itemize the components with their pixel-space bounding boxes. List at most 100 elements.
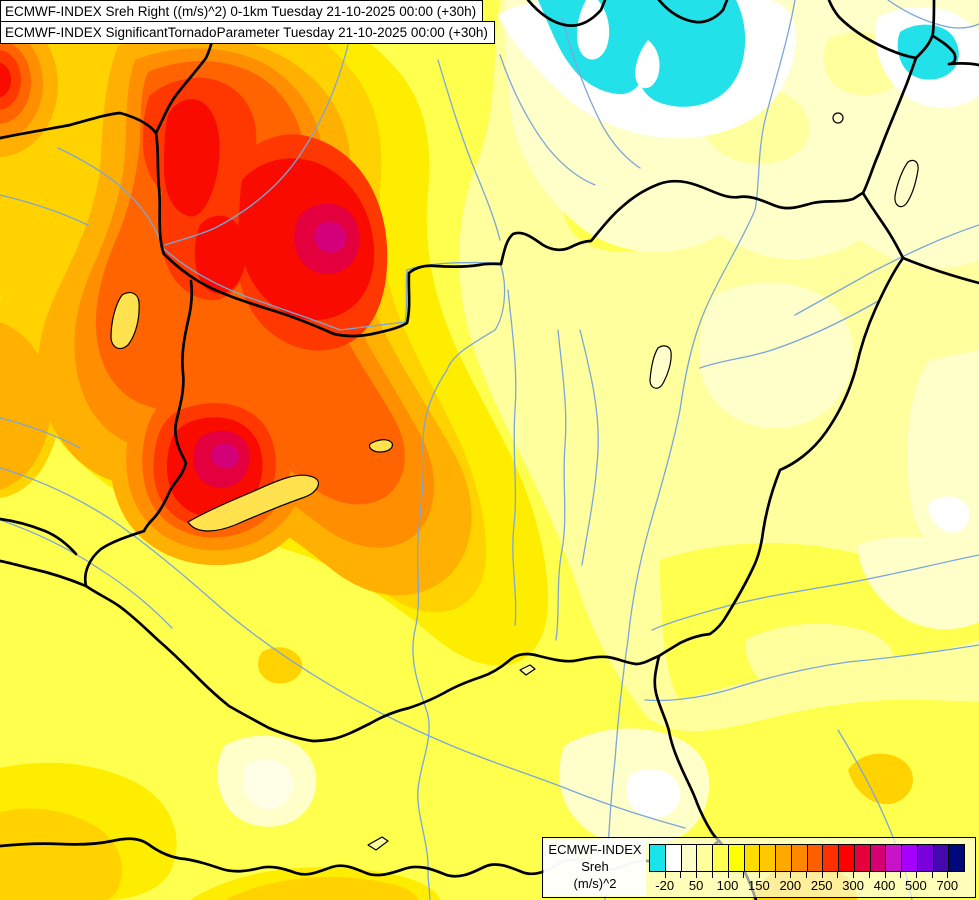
border-sk-pl-1 — [526, 0, 607, 27]
legend-color-cell — [665, 845, 682, 871]
legend-colorbar — [649, 844, 965, 872]
river-west-2 — [0, 417, 81, 449]
legend-tickmark — [680, 872, 682, 878]
legend-color-cell — [886, 845, 902, 871]
legend-tick-label: 100 — [716, 878, 739, 893]
legend-tickmark — [711, 872, 713, 878]
legend-color-cell — [933, 845, 950, 871]
lake-velence — [368, 439, 393, 453]
map-title-line-2: ECMWF-INDEX SignificantTornadoParameter … — [0, 21, 495, 44]
legend-tickmark — [947, 872, 949, 878]
river-vah — [499, 54, 596, 186]
legend-tick-label: 150 — [748, 878, 770, 893]
border-hu-hr-drava — [331, 652, 661, 741]
river-mura — [0, 519, 173, 629]
lake-balaton — [187, 474, 319, 532]
border-ua-west — [861, 56, 918, 195]
legend-tickmark — [743, 872, 745, 878]
river-top-right — [887, 0, 979, 29]
lake-tisza — [649, 345, 672, 389]
border-ua-top-1 — [914, 0, 936, 60]
lake-neusiedl — [110, 292, 140, 350]
river-szamos — [794, 224, 979, 316]
map-title-line-1: ECMWF-INDEX Sreh Right ((m/s)^2) 0-1km T… — [0, 0, 484, 23]
legend-tickmark — [790, 872, 792, 878]
legend-tickmark — [931, 872, 933, 878]
legend-color-cell — [902, 845, 918, 871]
border-si-hr — [84, 584, 335, 743]
legend-color-cell — [917, 845, 934, 871]
legend-tick-label: 400 — [873, 878, 896, 893]
legend-tickmark — [758, 872, 760, 878]
legend: ECMWF-INDEX Sreh (m/s)^2 -20 50 100 150 200 2… — [542, 837, 976, 898]
river-maros — [644, 644, 979, 702]
legend-color-cell — [697, 845, 713, 871]
lake-small-s1 — [519, 664, 536, 676]
border-hu-si — [83, 529, 146, 588]
legend-tickmark — [868, 872, 870, 878]
legend-color-cell — [949, 845, 964, 871]
legend-units: (m/s)^2 — [573, 876, 617, 891]
river-mid-1 — [555, 329, 567, 641]
legend-tickmark — [884, 872, 886, 878]
legend-color-cell — [744, 845, 761, 871]
legend-tick-label: 700 — [936, 878, 959, 893]
border-ua-sk-top — [827, 0, 918, 60]
border-at-si — [0, 517, 78, 556]
legend-color-cell — [760, 845, 776, 871]
contour-band-magenta — [212, 222, 347, 469]
river-morava — [164, 44, 349, 246]
border-sk-hu-ne — [499, 179, 865, 266]
river-danube — [57, 147, 506, 900]
river-nitra — [437, 59, 501, 241]
border-si-west — [0, 559, 88, 588]
lake-small-ne — [832, 112, 844, 124]
legend-tickmark — [664, 872, 666, 878]
river-west-1 — [0, 194, 89, 226]
legend-color-cell — [650, 845, 666, 871]
border-sk-hu-danube — [162, 252, 503, 338]
legend-tick-label: 250 — [810, 878, 833, 893]
legend-color-cell — [681, 845, 698, 871]
legend-tickmark — [806, 872, 807, 878]
river-drava — [0, 467, 686, 829]
lake-small-s2 — [367, 836, 389, 851]
legend-tick-label: -20 — [655, 878, 675, 893]
lakes — [110, 112, 919, 851]
legend-color-cell — [854, 845, 871, 871]
legend-color-cell — [791, 845, 808, 871]
river-tisza — [604, 0, 796, 900]
legend-tickmark — [837, 872, 839, 878]
river-mid-2 — [579, 329, 599, 566]
border-sk-pl-2 — [657, 0, 729, 24]
legend-tickmark — [900, 872, 902, 878]
legend-color-cell — [713, 845, 729, 871]
border-ua-top-2 — [931, 34, 979, 67]
border-at-hu-west — [142, 279, 194, 533]
border-at-sk — [154, 131, 166, 256]
legend-ticks: -20 50 100 150 200 250 300 400 500 700 — [543, 838, 975, 897]
legend-color-cell — [728, 845, 745, 871]
legend-parameter: Sreh — [581, 859, 609, 874]
river-hron — [561, 17, 641, 169]
legend-tickmark — [774, 872, 776, 878]
legend-title: ECMWF-INDEX — [548, 842, 642, 857]
border-hu-rs — [653, 654, 721, 843]
river-koros — [651, 554, 979, 631]
contour-band-pale-patches — [745, 623, 894, 692]
river-bodrog — [699, 299, 881, 369]
lake-small-ua — [894, 159, 919, 208]
legend-tickmark — [696, 872, 698, 878]
legend-tickmark — [853, 872, 855, 878]
legend-color-cell — [870, 845, 887, 871]
legend-tickmark — [915, 872, 917, 878]
legend-tick-label: 200 — [779, 878, 802, 893]
legend-tickmark — [727, 872, 729, 878]
border-at-cz — [0, 111, 158, 140]
legend-color-cell — [807, 845, 824, 871]
border-hu-ro — [657, 256, 905, 658]
